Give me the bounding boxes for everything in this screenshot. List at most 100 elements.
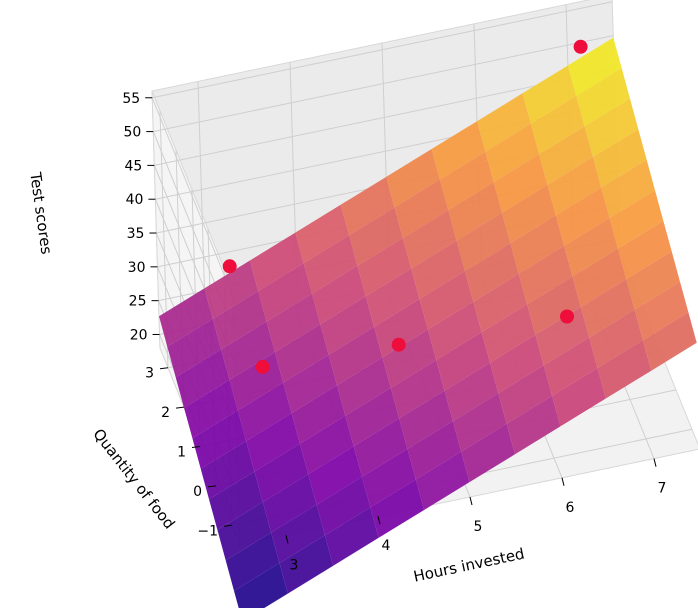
surface-patch [365, 268, 420, 327]
surface-patch [539, 126, 593, 185]
surface-patch [597, 340, 652, 399]
surface-patch [212, 291, 267, 350]
surface-patch [295, 204, 350, 264]
surface-patch [386, 149, 440, 208]
surface-patch [271, 504, 325, 563]
surface-patch [518, 245, 573, 305]
surface-patch [382, 329, 437, 388]
surface-patch [312, 265, 366, 325]
x-tick-mark [561, 477, 565, 486]
z-tick-label: 55 [122, 91, 140, 107]
surface-patch [328, 326, 383, 386]
surface-patch [266, 293, 321, 353]
surface-patch [209, 471, 263, 530]
surface-patch [254, 443, 309, 502]
z-tick-label: 40 [126, 192, 144, 208]
y-tick-mark [191, 446, 201, 448]
surface-patch [279, 535, 334, 594]
data-point [255, 359, 270, 374]
surface-patch [237, 382, 292, 441]
surface-patch [502, 184, 556, 244]
x-tick-label: 3 [290, 557, 299, 573]
surface-patch [485, 123, 540, 183]
surface-patch [258, 263, 312, 322]
surface-patch [452, 393, 507, 452]
surface-patch [337, 357, 391, 416]
x-axis-label: Hours invested [412, 545, 526, 586]
data-point [222, 259, 237, 274]
surface-patch [456, 212, 511, 272]
surface-patch [345, 387, 400, 447]
surface-patch [444, 362, 499, 422]
x-tick-label: 7 [658, 481, 667, 497]
surface-patch [555, 187, 610, 246]
surface-patch [601, 159, 655, 219]
surface-patch [634, 281, 689, 341]
surface-patch [217, 502, 272, 561]
x-tick-mark [377, 516, 381, 525]
surface-patch [324, 507, 379, 566]
surface-patch [527, 276, 581, 335]
surface-patch [283, 354, 337, 414]
surface-patch [234, 563, 288, 608]
y-axis-label: Quantity of food [89, 425, 178, 532]
surface-patch [274, 324, 329, 383]
surface-patch [349, 207, 403, 266]
data-point [391, 337, 406, 352]
z-tick-label: 35 [127, 226, 145, 242]
surface-patch [370, 479, 425, 538]
surface-patch [399, 390, 453, 449]
grid-line-z [153, 35, 614, 133]
surface-patch [543, 337, 598, 396]
surface-patch [506, 395, 561, 455]
surface-patch [584, 98, 639, 157]
surface-patch [473, 273, 528, 333]
surface-patch [552, 368, 606, 427]
grid-line-z [152, 1, 613, 99]
data-point [560, 309, 574, 324]
z-tick-label: 30 [128, 260, 146, 276]
y-tick-mark [207, 485, 217, 488]
surface-patch [419, 271, 474, 330]
y-tick-mark [223, 524, 233, 527]
surface-patch [316, 476, 371, 536]
surface-patch [303, 235, 358, 294]
x-tick-mark [469, 496, 473, 506]
surface-patch [175, 349, 230, 408]
surface-patch [200, 441, 255, 500]
y-tick-mark [175, 406, 185, 409]
surface-patch [229, 352, 284, 411]
z-tick-label: 50 [123, 125, 141, 141]
surface-patch [204, 260, 259, 319]
surface-patch [461, 423, 515, 483]
surface-patch [246, 413, 300, 472]
surface-patch [535, 307, 590, 366]
surface-patch [609, 190, 664, 249]
z-tick-label: 45 [124, 158, 142, 174]
surface-patch [221, 321, 275, 380]
y-tick-label: 3 [145, 366, 154, 382]
surface-patch [320, 296, 375, 355]
surface-patch [589, 309, 643, 368]
surface-patch [481, 304, 536, 363]
surface-patch [490, 334, 544, 394]
surface-patch [580, 279, 635, 338]
surface-patch [415, 451, 470, 510]
data-points-front [222, 39, 588, 374]
z-tick-label: 20 [130, 328, 148, 344]
surface-patch [390, 360, 445, 419]
y-tick-mark [159, 367, 169, 370]
surface-patch [498, 365, 553, 424]
surface-patch [362, 448, 416, 508]
surface-patch [617, 220, 672, 280]
fitted-surface [159, 37, 697, 608]
data-point [573, 39, 588, 54]
surface-patch [547, 157, 602, 216]
x-tick-mark [653, 458, 657, 467]
z-tick-label: 25 [129, 294, 147, 310]
surface-patch [439, 151, 494, 211]
surface-patch [411, 240, 465, 299]
surface-patch [192, 410, 247, 469]
surface-patch [522, 65, 577, 124]
